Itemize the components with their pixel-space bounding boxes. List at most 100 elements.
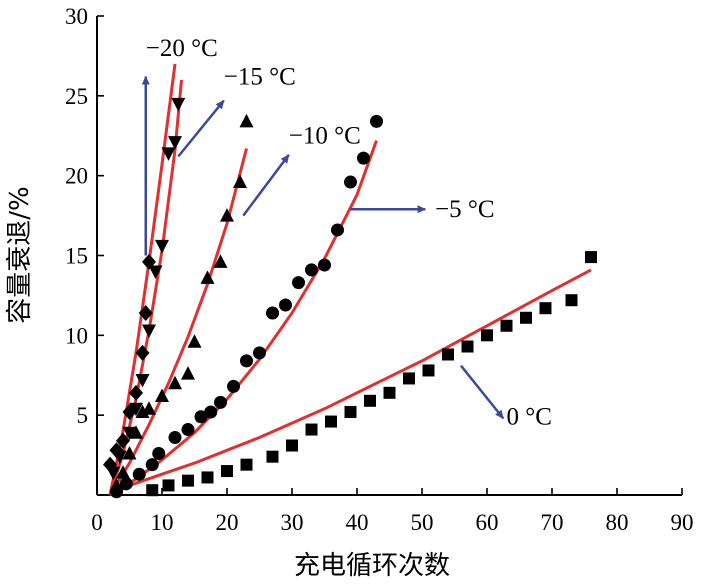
data-point-circle (344, 175, 357, 189)
data-point-circle (204, 405, 218, 419)
data-point-square (565, 294, 578, 307)
data-point-square (364, 394, 376, 407)
x-tick-label: 10 (151, 510, 174, 535)
data-point-triangle (116, 465, 130, 479)
data-point-triangle-down (155, 239, 169, 254)
data-point-square (585, 251, 597, 264)
x-axis-title: 充电循环次数 (294, 551, 450, 581)
x-tick-label: 0 (91, 510, 103, 535)
data-point-circle (279, 298, 292, 312)
data-point-square (520, 311, 532, 324)
data-point-circle (331, 223, 344, 237)
data-point-circle (253, 346, 266, 360)
data-point-circle (119, 477, 133, 491)
x-tick-label: 30 (281, 510, 304, 535)
data-point-circle (357, 151, 370, 165)
data-point-square (422, 364, 435, 377)
data-point-diamond (135, 344, 150, 361)
data-point-triangle (142, 401, 156, 415)
data-point-triangle (239, 113, 254, 128)
y-axis: 5 10 15 20 25 30 (65, 4, 104, 428)
data-point-triangle (187, 334, 202, 348)
y-tick-label: 20 (65, 164, 88, 189)
data-point-triangle-down (148, 265, 163, 279)
data-point-triangle-down (129, 402, 143, 417)
series-annotations: −20 °C−15 °C −10 °C −5 °C 0 °C (141, 35, 552, 431)
annotation-arrow (460, 364, 505, 420)
data-point-triangle-down (122, 426, 137, 441)
data-point-triangle (129, 425, 143, 439)
data-point-square (403, 372, 415, 385)
data-point-diamond (109, 442, 124, 459)
annotation-label: −15 °C (224, 64, 296, 91)
data-point-diamond (103, 456, 117, 473)
data-point-circle (318, 258, 331, 272)
data-point-square (539, 302, 552, 315)
x-tick-label: 20 (216, 510, 239, 535)
data-point-circle (266, 306, 279, 320)
fit-line-series-0 (109, 268, 592, 497)
annotation-arrow (177, 99, 225, 158)
data-point-square (146, 484, 159, 497)
data-point-triangle-down (161, 147, 176, 161)
data-point-triangle (220, 208, 234, 222)
annotation-arrow (242, 154, 290, 217)
data-point-diamond (138, 304, 153, 321)
data-point-circle (305, 263, 318, 277)
data-point-circle (132, 467, 146, 481)
x-tick-label: 70 (541, 510, 564, 535)
x-tick-label: 90 (671, 510, 694, 535)
annotation-label: 0 °C (507, 404, 552, 431)
data-point-triangle (181, 366, 195, 380)
data-point-circle (168, 431, 182, 445)
x-tick-label: 60 (476, 510, 499, 535)
data-point-triangle-down (142, 324, 156, 339)
data-point-triangle (200, 270, 215, 284)
data-point-triangle (109, 477, 124, 492)
data-point-square (305, 423, 318, 436)
annotation-label: −20 °C (146, 35, 218, 62)
data-point-diamond (122, 403, 137, 420)
y-axis-title: 容量衰退/% (5, 186, 35, 323)
annotation-label: −5 °C (435, 196, 495, 223)
data-point-square (221, 465, 233, 478)
data-point-square (201, 471, 214, 484)
data-point-diamond (142, 253, 156, 270)
data-point-diamond (116, 432, 130, 449)
data-point-square (162, 479, 175, 492)
x-tick-label: 40 (346, 510, 369, 535)
data-point-circle (145, 458, 159, 472)
data-point-square (481, 329, 493, 342)
data-point-circle (227, 379, 240, 393)
data-point-triangle (155, 388, 169, 403)
x-axis: 0 10 20 30 40 50 60 70 80 90 (91, 488, 694, 535)
data-point-triangle (122, 445, 137, 460)
data-point-square (266, 450, 279, 463)
fit-line-series-4 (108, 63, 177, 496)
y-tick-label: 15 (65, 244, 88, 269)
data-point-circle (214, 395, 227, 409)
data-point-square (500, 319, 513, 332)
y-tick-label: 30 (65, 4, 88, 29)
data-point-triangle (213, 254, 228, 268)
data-point-square (461, 340, 474, 353)
data-point-square (344, 405, 357, 418)
data-point-diamond (129, 384, 143, 401)
data-point-triangle-down (171, 97, 186, 112)
y-tick-label: 10 (65, 323, 88, 348)
data-point-square (240, 458, 253, 471)
x-tick-label: 50 (411, 510, 434, 535)
y-tick-label: 5 (77, 403, 89, 428)
data-point-circle (370, 114, 383, 128)
data-markers (103, 97, 597, 499)
data-point-circle (181, 423, 195, 437)
y-tick-label: 25 (65, 84, 88, 109)
data-point-circle (152, 446, 166, 460)
data-point-square (286, 439, 298, 452)
data-point-triangle-down (168, 136, 182, 150)
data-point-triangle (168, 375, 182, 390)
data-point-triangle-down (135, 374, 150, 388)
data-point-circle (194, 410, 208, 424)
data-point-square (383, 386, 396, 399)
